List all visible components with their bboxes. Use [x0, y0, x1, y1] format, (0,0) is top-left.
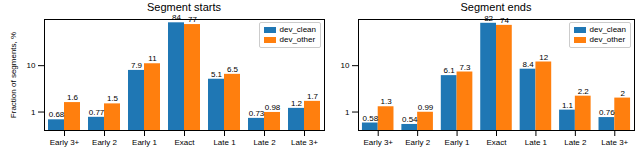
svg-text:6.5: 6.5	[227, 65, 239, 74]
html-text:dev_clean: dev_clean	[589, 25, 626, 34]
svg-text:74: 74	[500, 16, 509, 25]
svg-text:10: 10	[27, 61, 36, 70]
svg-text:1.7: 1.7	[307, 92, 319, 101]
svg-text:Late 2: Late 2	[253, 138, 276, 147]
svg-text:Early 1: Early 1	[132, 138, 157, 147]
svg-text:12: 12	[539, 53, 548, 62]
svg-text:Early 2: Early 2	[92, 138, 117, 147]
svg-text:0.76: 0.76	[599, 108, 615, 117]
svg-text:1.6: 1.6	[67, 93, 79, 102]
svg-text:1: 1	[31, 108, 36, 117]
svg-text:1.5: 1.5	[107, 94, 119, 103]
svg-text:77: 77	[188, 15, 197, 25]
svg-text:5.1: 5.1	[211, 70, 223, 79]
html-text:Segment ends: Segment ends	[460, 1, 532, 13]
html-text:dev_other: dev_other	[589, 35, 626, 44]
svg-text:0.99: 0.99	[418, 103, 434, 112]
svg-text:8.4: 8.4	[522, 60, 534, 69]
svg-text:0.58: 0.58	[363, 114, 379, 123]
svg-text:Late 3+: Late 3+	[291, 138, 318, 147]
svg-text:Late 3+: Late 3+	[601, 138, 628, 147]
svg-text:Fraction of segments, %: Fraction of segments, %	[9, 32, 18, 118]
svg-text:2: 2	[620, 89, 625, 98]
svg-text:82: 82	[484, 15, 493, 23]
svg-text:10: 10	[341, 61, 350, 70]
html-text:Segment starts: Segment starts	[147, 1, 221, 13]
svg-text:6.1: 6.1	[444, 66, 456, 75]
svg-text:Exact: Exact	[486, 138, 507, 147]
svg-text:0.98: 0.98	[265, 103, 281, 112]
svg-text:7.3: 7.3	[459, 63, 471, 72]
svg-text:0.73: 0.73	[249, 109, 265, 118]
svg-text:1.2: 1.2	[291, 99, 303, 108]
svg-text:Early 3+: Early 3+	[50, 138, 80, 147]
svg-text:Early 2: Early 2	[405, 138, 430, 147]
svg-text:Late 2: Late 2	[564, 138, 587, 147]
svg-text:11: 11	[148, 54, 157, 63]
svg-text:Early 1: Early 1	[445, 138, 470, 147]
svg-text:7.9: 7.9	[131, 61, 143, 70]
svg-text:1.3: 1.3	[381, 97, 393, 106]
html-text:dev_clean: dev_clean	[279, 25, 316, 34]
svg-text:84: 84	[172, 15, 181, 22]
svg-text:Late 1: Late 1	[525, 138, 548, 147]
svg-text:1: 1	[345, 108, 350, 117]
svg-text:0.68: 0.68	[49, 110, 65, 119]
svg-text:Late 1: Late 1	[213, 138, 236, 147]
svg-text:0.54: 0.54	[402, 115, 418, 124]
svg-text:Exact: Exact	[174, 138, 195, 147]
svg-text:0.77: 0.77	[89, 108, 105, 117]
svg-text:Early 3+: Early 3+	[363, 138, 393, 147]
svg-text:1.1: 1.1	[562, 101, 574, 110]
svg-text:2.2: 2.2	[578, 87, 590, 96]
html-text:dev_other: dev_other	[279, 35, 316, 44]
